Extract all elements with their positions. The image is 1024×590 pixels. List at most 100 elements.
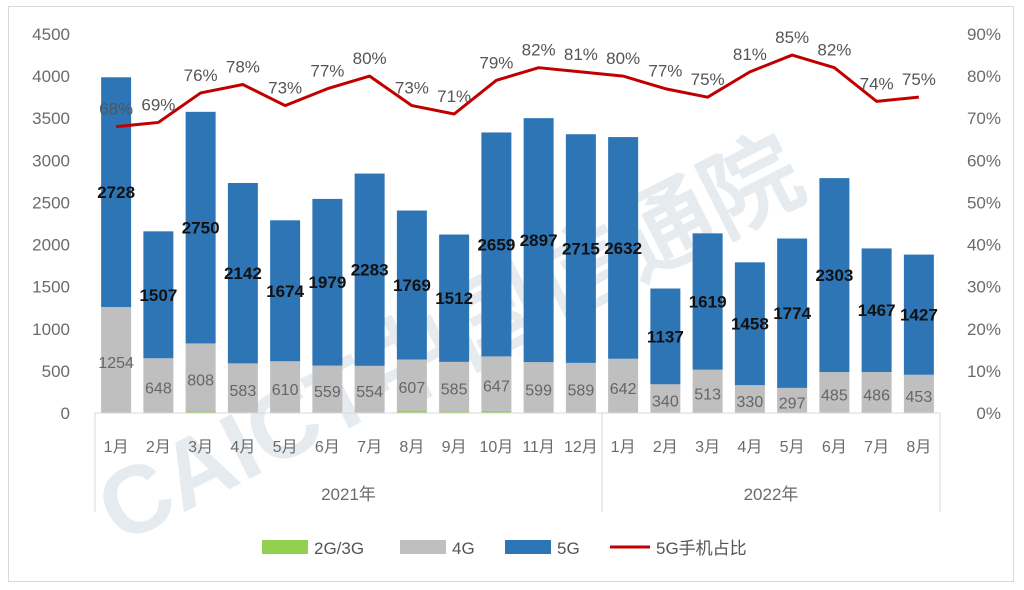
- share-label: 82%: [522, 41, 556, 60]
- legend-label: 5G手机占比: [656, 539, 747, 558]
- bar-4g: [523, 362, 554, 413]
- y-left-tick-label: 4500: [32, 25, 70, 44]
- data-label-5g: 1137: [647, 327, 684, 346]
- data-label-5g: 1619: [689, 293, 727, 312]
- bar-5g: [396, 210, 427, 360]
- x-category-label: 5月: [273, 439, 298, 456]
- x-category-label: 3月: [695, 439, 720, 456]
- share-label: 78%: [226, 58, 260, 77]
- data-label-4g: 486: [863, 387, 890, 404]
- data-label-5g: 1674: [266, 282, 304, 301]
- legend-swatch: [400, 540, 446, 554]
- data-label-4g: 648: [145, 381, 172, 398]
- bar-5g: [523, 118, 554, 363]
- bar-4g: [101, 307, 132, 413]
- data-label-4g: 607: [399, 380, 426, 397]
- bar-4g: [608, 358, 639, 413]
- bar-2g3g: [185, 411, 216, 413]
- bar-5g: [481, 132, 512, 357]
- legend-label: 2G/3G: [314, 539, 364, 558]
- data-label-5g: 1427: [900, 306, 938, 325]
- share-label: 80%: [353, 49, 387, 68]
- data-label-5g: 1458: [731, 315, 769, 334]
- bar-5g: [439, 234, 470, 362]
- year-group-label: 2021年: [321, 485, 376, 504]
- x-category-label: 8月: [906, 439, 931, 456]
- data-label-5g: 1512: [435, 289, 473, 308]
- share-label: 77%: [310, 62, 344, 81]
- bar-4g: [734, 385, 765, 413]
- data-label-4g: 330: [737, 394, 764, 411]
- x-category-label: 10月: [479, 439, 513, 456]
- chart-frame: [8, 6, 1014, 582]
- data-label-5g: 2632: [604, 239, 642, 258]
- data-label-5g: 2303: [815, 266, 853, 285]
- bar-2g3g: [439, 411, 470, 413]
- data-label-5g: 2142: [224, 264, 262, 283]
- share-label: 85%: [775, 28, 809, 47]
- bar-4g: [861, 371, 892, 413]
- data-label-4g: 585: [441, 382, 468, 399]
- data-label-4g: 583: [230, 383, 257, 400]
- y-left-tick-label: 1500: [32, 278, 70, 297]
- left-axis: 0 500 1000 1500 2000 2500 3000 3500 4000 4500: [32, 25, 70, 423]
- bar-5g: [608, 137, 639, 359]
- data-label-4g: 647: [483, 379, 510, 396]
- bar-5g: [861, 248, 892, 372]
- bar-4g: [143, 358, 174, 413]
- y-right-tick-label: 60%: [967, 151, 1001, 170]
- y-left-tick-label: 4000: [32, 67, 70, 86]
- share-label: 71%: [437, 87, 471, 106]
- y-right-tick-label: 30%: [967, 278, 1001, 297]
- bar-5g: [692, 233, 723, 370]
- bar-4g: [777, 387, 808, 413]
- x-category-label: 7月: [864, 439, 889, 456]
- bar-5g: [565, 134, 596, 363]
- share-label: 80%: [606, 49, 640, 68]
- data-label-4g: 485: [821, 387, 848, 404]
- x-category-label: 8月: [399, 439, 424, 456]
- share-label: 69%: [141, 95, 175, 114]
- bars: [101, 77, 934, 413]
- share-label: 75%: [902, 70, 936, 89]
- x-category-label: 11月: [522, 439, 555, 456]
- x-category-label: 7月: [357, 439, 382, 456]
- legend-label: 4G: [452, 539, 475, 558]
- bar-5g: [650, 288, 681, 385]
- y-left-tick-label: 3000: [32, 151, 70, 170]
- data-label-5g: 1467: [858, 301, 896, 320]
- data-label-5g: 1774: [773, 304, 811, 323]
- y-right-tick-label: 50%: [967, 193, 1001, 212]
- data-label-4g: 513: [694, 386, 721, 403]
- data-label-4g: 297: [779, 395, 806, 412]
- share-label: 79%: [479, 53, 513, 72]
- x-category-label: 2月: [653, 439, 678, 456]
- x-category-label: 4月: [230, 439, 255, 456]
- data-label-4g: 559: [314, 384, 341, 401]
- data-labels: 1254 2728 648 1507 808 2750 583 2142 610 1674 559 1…: [97, 28, 938, 412]
- y-right-tick-label: 0%: [976, 404, 1001, 423]
- bar-4g: [903, 374, 934, 413]
- bar-4g: [227, 363, 258, 413]
- bar-4g: [270, 361, 301, 413]
- bar-5g: [185, 111, 216, 344]
- share-label: 81%: [564, 45, 598, 64]
- data-label-4g: 340: [652, 394, 679, 411]
- x-axis: 1月 2月 3月 4月 5月 6月 7月 8月 9月 10月 11月 12月 1月 2月 3月 4月 5月 6月 7…: [94, 412, 941, 512]
- bar-4g: [565, 362, 596, 413]
- data-label-5g: 2715: [562, 240, 600, 259]
- bar-4g: [819, 372, 850, 413]
- year-group-label: 2022年: [744, 485, 799, 504]
- share-label: 74%: [860, 74, 894, 93]
- data-label-5g: 1979: [308, 273, 346, 292]
- share-label: 68%: [99, 100, 133, 119]
- data-label-5g: 1507: [139, 286, 177, 305]
- share-label: 81%: [733, 45, 767, 64]
- legend-label: 5G: [557, 539, 580, 558]
- share-label: 76%: [184, 66, 218, 85]
- data-label-5g: 2750: [182, 219, 220, 238]
- y-right-tick-label: 20%: [967, 320, 1001, 339]
- bar-2g3g: [481, 410, 512, 413]
- y-left-tick-label: 1000: [32, 320, 70, 339]
